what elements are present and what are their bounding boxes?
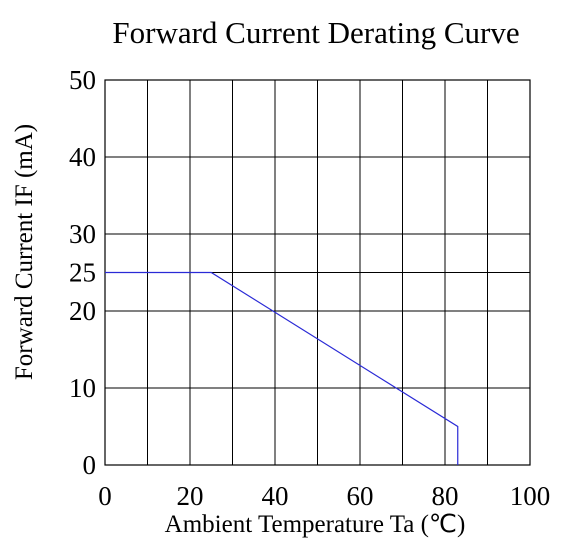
y-tick-label: 0 (83, 450, 97, 480)
x-axis-label: Ambient Temperature Ta (℃) (165, 511, 466, 538)
y-tick-label: 20 (69, 296, 96, 326)
derating-line (105, 271, 459, 465)
x-tick-label: 60 (347, 481, 374, 511)
y-tick-label: 50 (69, 65, 96, 95)
series-layer (105, 271, 459, 465)
chart-title: Forward Current Derating Curve (112, 15, 519, 50)
x-tick-labels: 0 20 40 60 80 100 (98, 481, 550, 511)
x-tick-label: 40 (262, 481, 289, 511)
x-tick-label: 0 (98, 481, 112, 511)
y-axis-label: Forward Current IF (mA) (11, 124, 38, 380)
x-tick-label: 80 (432, 481, 459, 511)
y-tick-label: 25 (69, 258, 96, 288)
y-tick-labels: 0 10 20 25 30 40 50 (69, 65, 96, 480)
x-tick-label: 20 (177, 481, 204, 511)
y-tick-label: 30 (69, 219, 96, 249)
y-tick-label: 40 (69, 142, 96, 172)
x-tick-label: 100 (510, 481, 551, 511)
y-tick-label: 10 (69, 373, 96, 403)
